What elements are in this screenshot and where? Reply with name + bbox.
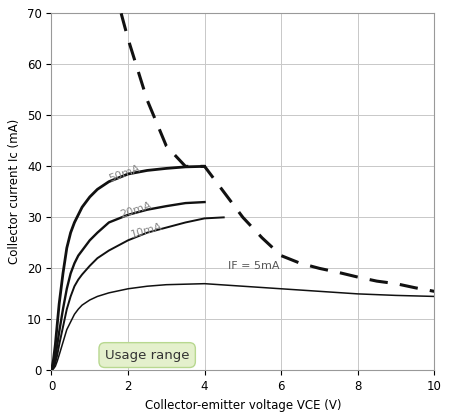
Text: 20mA: 20mA	[118, 200, 153, 220]
Y-axis label: Collector current Ic (mA): Collector current Ic (mA)	[9, 119, 21, 265]
Text: 10mA: 10mA	[130, 222, 164, 240]
X-axis label: Collector-emitter voltage VCE (V): Collector-emitter voltage VCE (V)	[144, 399, 341, 412]
Text: 50mA: 50mA	[107, 164, 141, 184]
Text: Usage range: Usage range	[105, 349, 189, 362]
Text: IF = 5mA: IF = 5mA	[228, 261, 279, 271]
